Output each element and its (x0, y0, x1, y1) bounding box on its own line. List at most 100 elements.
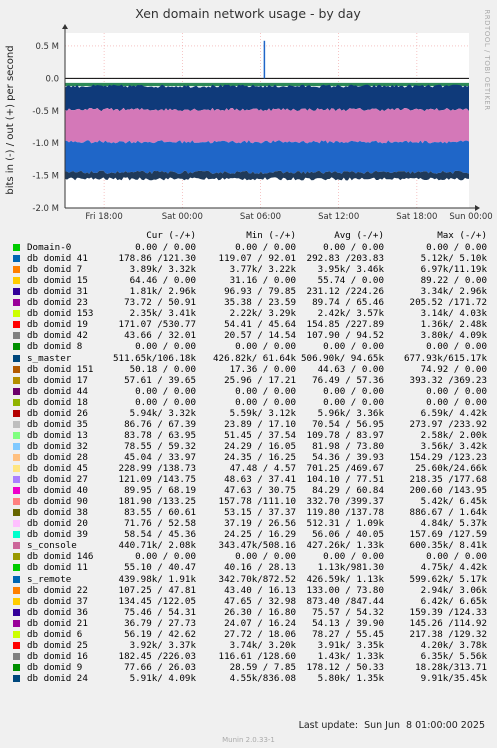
legend-value: 55.10 / 40.47 (124, 562, 196, 574)
legend-swatch (13, 409, 20, 417)
legend-value: 107.25 / 47.81 (118, 584, 196, 596)
legend-value: 4.55k/836.08 (229, 672, 296, 684)
legend-row: db domid 21 36.79 / 27.73 24.07 / 16.24 54.… (0, 618, 497, 629)
legend-value: 231.12 /224.26 (306, 286, 384, 298)
legend-swatch (13, 442, 20, 450)
legend-value: 228.99 /138.73 (118, 463, 196, 474)
legend-value: 83.78 / 63.95 (124, 429, 196, 441)
legend-column-header: Max (-/+) (437, 230, 487, 241)
legend-value: 107.90 / 94.52 (306, 330, 384, 342)
legend-row: db domid 27 121.09 /143.75 48.63 / 37.41 10… (0, 474, 497, 485)
legend-value: 5.42k/ 6.45k (420, 496, 487, 508)
legend-value: 512.31 / 1.09k (306, 518, 384, 530)
legend-value: 154.85 /227.89 (306, 319, 384, 331)
legend-value: 440.71k/ 2.08k (118, 540, 196, 552)
legend-series-name: s_master (27, 352, 72, 364)
legend-value: 0.00 / 0.00 (235, 242, 296, 253)
legend-series-name: db domid 16 (27, 650, 88, 662)
legend-value: 886.67 / 1.64k (409, 507, 487, 519)
legend-value: 292.83 /203.83 (306, 253, 384, 265)
legend-series-name: db domid 44 (27, 385, 88, 397)
legend-series-name: Domain-0 (27, 242, 72, 253)
legend-swatch (13, 553, 20, 561)
legend-value: 0.00 / 0.00 (426, 242, 487, 253)
legend-series-name: db domid 19 (27, 319, 88, 331)
legend-value: 439.98k/ 1.91k (118, 573, 196, 585)
legend-value: 25.60k/24.66k (415, 463, 487, 474)
legend-row: db domid 24 5.91k/ 4.09k 4.55k/836.08 5.80k… (0, 673, 497, 684)
legend-series-name: db domid 6 (27, 628, 83, 640)
legend-value: 109.78 / 83.97 (306, 429, 384, 441)
x-tick-label: Sun 00:00 (449, 212, 492, 222)
legend-row: db domid 38 83.55 / 60.61 53.15 / 37.37 119… (0, 507, 497, 518)
y-axis-arrow (62, 24, 68, 29)
legend-value: 171.07 /530.77 (118, 319, 196, 331)
legend-row: db domid 42 43.66 / 32.01 20.57 / 14.54 107… (0, 330, 497, 341)
last-update: Last update: Sun Jun 8 01:00:00 2025 (298, 720, 485, 731)
legend-swatch (13, 498, 20, 506)
legend-value: 0.00 / 0.00 (235, 341, 296, 353)
legend-row: db domid 40 89.95 / 68.19 47.63 / 30.75 84.… (0, 485, 497, 496)
legend-row: db domid 26 5.94k/ 3.32k 5.59k/ 3.12k 5.96k… (0, 408, 497, 419)
legend-value: 44.63 / 0.00 (317, 363, 384, 375)
legend-row: db domid 153 2.35k/ 3.41k 2.22k/ 3.29k 2.42… (0, 308, 497, 319)
legend-value: 5.59k/ 3.12k (229, 407, 296, 419)
legend-swatch (13, 663, 20, 671)
legend-value: 76.49 / 57.36 (312, 374, 384, 386)
legend-value: 3.80k/ 4.09k (420, 330, 487, 342)
legend-row: db domid 11 55.10 / 40.47 40.16 / 28.13 1.1… (0, 562, 497, 573)
legend-value: 64.46 / 0.00 (129, 275, 196, 287)
legend-series-name: db domid 25 (27, 639, 88, 651)
legend-swatch (13, 387, 20, 395)
side-label: RRDTOOL / TOBI OETIKER (483, 9, 491, 110)
legend-series-name: db domid 13 (27, 429, 88, 441)
legend-value: 50.18 / 0.00 (129, 363, 196, 375)
legend-row: db domid 6 56.19 / 42.62 27.72 / 18.06 78.2… (0, 629, 497, 640)
legend-value: 0.00 / 0.00 (426, 551, 487, 563)
legend-series-name: db domid 40 (27, 485, 88, 497)
legend-value: 6.42k/ 6.65k (420, 595, 487, 607)
legend-series-name: db domid 31 (27, 286, 88, 298)
legend-value: 3.14k/ 4.03k (420, 308, 487, 320)
legend-value: 57.61 / 39.65 (124, 374, 196, 386)
y-tick-label: -1.0 M (32, 139, 59, 149)
legend-row: Domain-0 0.00 / 0.00 0.00 / 0.00 0.00 / 0.0… (0, 242, 497, 253)
legend-value: 0.00 / 0.00 (426, 385, 487, 397)
legend-value: 200.60 /143.95 (409, 485, 487, 497)
legend-value: 1.81k/ 2.96k (129, 286, 196, 298)
legend-value: 0.00 / 0.00 (135, 242, 196, 253)
chart-title: Xen domain network usage - by day (135, 6, 361, 21)
legend-value: 393.32 /369.23 (409, 374, 487, 386)
legend-series-name: db domid 39 (27, 529, 88, 541)
legend-value: 0.00 / 0.00 (135, 396, 196, 408)
munin-version: Munin 2.0.33-1 (222, 736, 275, 744)
legend-series-name: db domid 15 (27, 275, 88, 287)
legend-value: 84.29 / 60.84 (312, 485, 384, 497)
legend-value: 56.19 / 42.62 (124, 628, 196, 640)
legend-value: 2.58k/ 2.00k (420, 429, 487, 441)
legend-series-name: db domid 151 (27, 363, 94, 375)
legend-row: db domid 90 181.90 /133.25 157.78 /111.10 3… (0, 496, 497, 507)
legend-value: 31.16 / 0.00 (229, 275, 296, 287)
legend-swatch (13, 487, 20, 495)
legend-value: 133.00 / 73.80 (306, 584, 384, 596)
legend-value: 0.00 / 0.00 (135, 385, 196, 397)
legend-value: 58.54 / 45.36 (124, 529, 196, 541)
legend-series-name: db domid 36 (27, 606, 88, 618)
legend-value: 145.26 /114.92 (409, 617, 487, 629)
legend-column-header: Avg (-/+) (334, 230, 384, 241)
legend-value: 205.52 /171.72 (409, 297, 487, 309)
legend-value: 78.55 / 59.32 (124, 440, 196, 452)
legend-value: 332.70 /399.37 (306, 496, 384, 508)
legend-value: 54.41 / 45.64 (224, 319, 296, 331)
legend-value: 54.13 / 39.90 (312, 617, 384, 629)
legend-series-name: db domid 20 (27, 518, 88, 530)
legend-row: db domid 15 64.46 / 0.00 31.16 / 0.00 55.74… (0, 275, 497, 286)
legend-value: 5.91k/ 4.09k (129, 672, 196, 684)
legend-value: 26.30 / 16.80 (224, 606, 296, 618)
legend-value: 273.97 /233.92 (409, 418, 487, 430)
legend-value: 35.38 / 23.59 (224, 297, 296, 309)
legend-series-name: db domid 32 (27, 440, 88, 452)
legend-swatch (13, 630, 20, 638)
legend-value: 154.29 /123.23 (409, 451, 487, 463)
